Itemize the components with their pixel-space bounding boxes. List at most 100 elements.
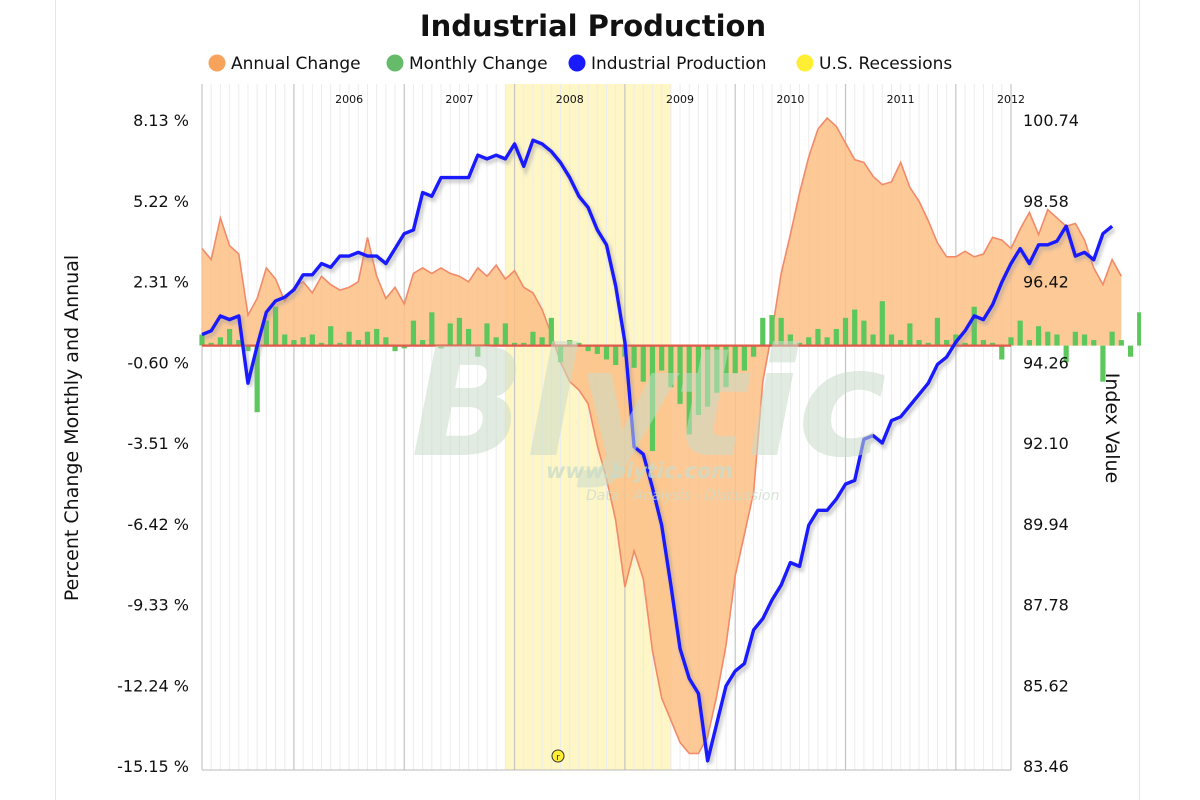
- monthly-change-bar: [714, 345, 720, 393]
- right-tick-label: 92.10: [1023, 434, 1069, 453]
- legend-item[interactable]: Annual Change: [208, 54, 361, 74]
- monthly-change-bar: [1054, 334, 1060, 346]
- monthly-change-bar: [990, 342, 996, 346]
- monthly-change-bar: [1017, 320, 1023, 346]
- monthly-change-bar: [677, 345, 683, 404]
- left-tick-label: -15.15 %: [117, 757, 189, 776]
- watermark-logo: Blytic: [411, 317, 887, 491]
- annual-change-area: [202, 118, 1122, 754]
- annual-change-line: [201, 116, 1123, 755]
- monthly-change-bar: [392, 345, 398, 352]
- monthly-change-bar: [1026, 340, 1032, 346]
- right-tick-label: 85.62: [1023, 676, 1069, 695]
- monthly-change-bar: [466, 328, 472, 346]
- monthly-change-bar: [521, 342, 527, 346]
- monthly-change-bar: [318, 342, 325, 346]
- monthly-change-bar: [732, 345, 738, 374]
- monthly-change-bar: [1100, 345, 1106, 382]
- monthly-change-bar: [208, 342, 214, 346]
- monthly-change-bar: [511, 342, 518, 346]
- year-label: 2012: [997, 93, 1025, 106]
- monthly-change-bar: [291, 340, 297, 346]
- monthly-change-bar: [916, 340, 922, 346]
- right-tick-label: 94.26: [1023, 353, 1069, 372]
- chart-svg: Industrial Production Annual Change Month…: [61, 9, 1141, 776]
- monthly-change-bar: [447, 323, 453, 346]
- left-axis: 8.13 % 5.22 % 2.31 % -0.60 % -3.51 % -6.42 % -…: [117, 111, 189, 776]
- monthly-change-bar: [649, 345, 656, 452]
- left-tick-label: -9.33 %: [127, 596, 189, 615]
- monthly-change-bar: [1008, 337, 1014, 346]
- monthly-change-bar: [741, 345, 747, 371]
- monthly-change-bar: [328, 326, 334, 346]
- legend-item[interactable]: Monthly Change: [386, 54, 548, 74]
- monthly-change-bar: [613, 345, 619, 366]
- monthly-change-bar: [861, 320, 867, 346]
- monthly-change-bar: [944, 340, 950, 346]
- monthly-change-bar: [640, 345, 646, 382]
- monthly-change-bar: [695, 345, 702, 415]
- monthly-change-bar: [686, 345, 692, 435]
- monthly-change-bar: [1127, 345, 1134, 357]
- monthly-change-bar: [567, 340, 573, 346]
- right-tick-label: 83.46: [1023, 757, 1069, 776]
- year-label: 2009: [666, 93, 694, 106]
- legend-item[interactable]: U.S. Recessions: [796, 54, 953, 74]
- recession-marker: r: [551, 749, 565, 763]
- right-tick-label: 100.74: [1023, 111, 1079, 130]
- industrial-production-line: [201, 138, 1114, 763]
- monthly-change-bar: [272, 306, 279, 346]
- monthly-change-bar: [337, 342, 343, 346]
- year-label: 2010: [776, 93, 804, 106]
- left-axis-title: Percent Change Monthly and Annual: [61, 255, 83, 601]
- monthly-change-bar: [1081, 334, 1088, 346]
- legend-swatch: [568, 54, 586, 72]
- monthly-change-bar: [1035, 326, 1042, 346]
- monthly-change-bar: [980, 340, 987, 346]
- legend: Annual Change Monthly Change Industrial Pr…: [208, 54, 953, 74]
- left-tick-label: -3.51 %: [127, 434, 189, 453]
- monthly-change-bar: [420, 340, 426, 346]
- monthly-change-bar: [705, 345, 711, 407]
- left-tick-label: -12.24 %: [117, 676, 189, 695]
- right-tick-label: 87.78: [1023, 596, 1069, 615]
- monthly-change-bar: [852, 309, 858, 346]
- svg-text:r: r: [556, 753, 560, 763]
- monthly-change-bar: [1045, 331, 1051, 346]
- monthly-change-bar: [934, 317, 941, 346]
- monthly-change-bar: [1118, 340, 1124, 346]
- monthly-change-bar: [502, 323, 508, 346]
- legend-item[interactable]: Industrial Production: [568, 54, 767, 74]
- monthly-change-bar: [548, 317, 554, 346]
- left-tick-label: 2.31 %: [133, 273, 189, 292]
- monthly-change-bar: [787, 334, 793, 346]
- right-axis-title: Index Value: [1101, 373, 1123, 484]
- monthly-change-bar: [879, 301, 885, 346]
- monthly-change-bar: [769, 315, 775, 346]
- monthly-change-bar: [1072, 331, 1078, 346]
- monthly-change-bar: [364, 331, 371, 346]
- monthly-change-bar: [309, 334, 315, 346]
- monthly-change-bar: [842, 317, 849, 346]
- monthly-change-bar: [438, 345, 444, 349]
- legend-swatch: [208, 54, 226, 72]
- monthly-change-bar: [1063, 345, 1069, 363]
- plot-area: 2006 2007 2008 2009 2010 2011 2012: [199, 84, 1141, 771]
- watermark-url: www.blytic.com: [546, 459, 733, 483]
- monthly-change-bar: [585, 345, 591, 352]
- right-tick-label: 89.94: [1023, 515, 1069, 534]
- monthly-change-bar: [282, 334, 288, 346]
- monthly-change-bar: [1091, 340, 1097, 346]
- legend-label: Monthly Change: [409, 54, 548, 74]
- monthly-change-bar: [410, 320, 417, 346]
- legend-label: Industrial Production: [591, 54, 767, 74]
- year-label: 2011: [887, 93, 915, 106]
- year-label: 2006: [335, 93, 363, 106]
- left-tick-label: 5.22 %: [133, 192, 189, 211]
- monthly-change-bar: [925, 342, 931, 346]
- monthly-change-bar: [1137, 312, 1141, 346]
- chart-frame: Industrial Production Annual Change Month…: [55, 0, 1141, 800]
- monthly-change-bar: [806, 337, 812, 346]
- monthly-change-bar: [999, 345, 1005, 360]
- monthly-change-bar: [760, 317, 766, 346]
